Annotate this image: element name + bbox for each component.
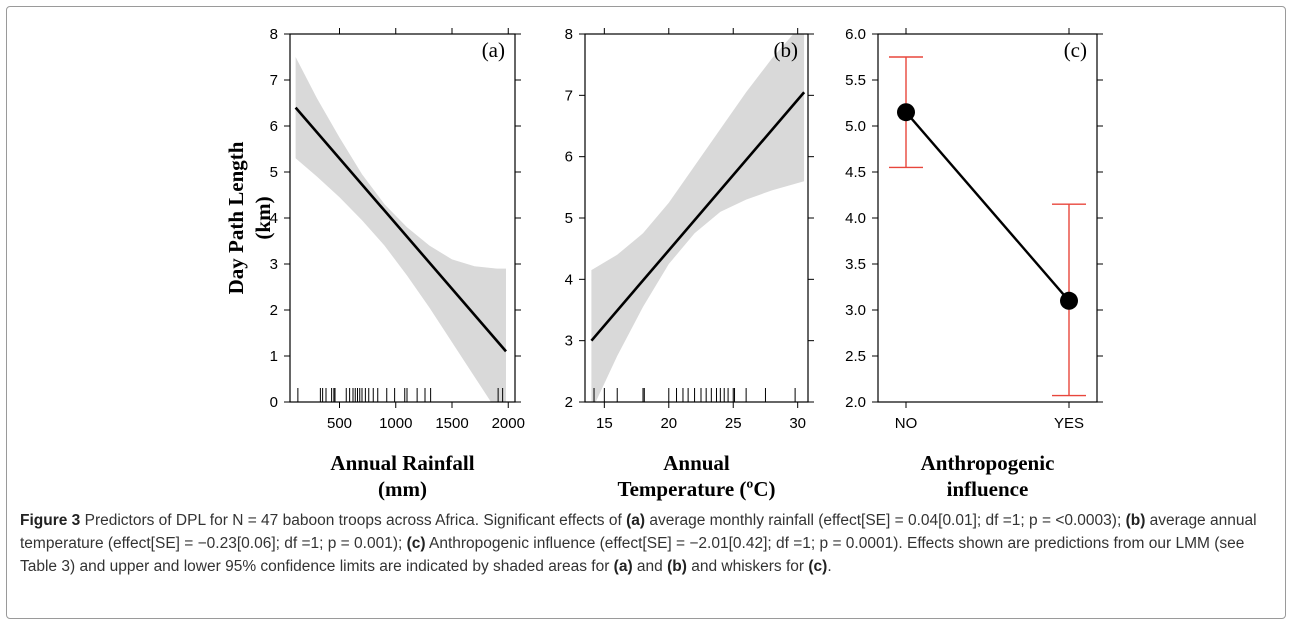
plot-frame (877, 33, 1098, 403)
caption-ref-a: (a) (613, 558, 633, 575)
y-tick-label: 2.0 (845, 394, 866, 411)
y-tick-label: 2 (270, 302, 278, 319)
x-tick-label: 1500 (435, 415, 468, 432)
panel-label: (a) (482, 38, 505, 62)
y-tick-label: 8 (270, 26, 278, 43)
caption-ref-c: (c) (406, 535, 426, 552)
x-axis-label-line1: Anthropogenic (921, 451, 1055, 475)
x-tick-label: 15 (596, 415, 613, 432)
y-tick-label: 5 (270, 164, 278, 181)
x-tick-label: YES (1054, 415, 1084, 432)
y-tick-label: 1 (270, 348, 278, 365)
y-tick-label: 2 (565, 394, 573, 411)
x-axis-label-line2: influence (947, 477, 1029, 501)
caption-text: Anthropogenic influence (effect[SE] = −2… (20, 535, 1245, 575)
data-point (1060, 291, 1078, 310)
figure-caption: Figure 3 Predictors of DPL for N = 47 ba… (20, 509, 1270, 578)
caption-text: and (632, 558, 668, 575)
plot-area (294, 57, 507, 402)
x-tick-label: 500 (327, 415, 352, 432)
x-tick-label: 30 (789, 415, 806, 432)
caption-ref-b: (b) (667, 558, 687, 575)
panels: 0 1 2 3 4 5 6 7 8 500 1000 1500 2000 (a) Annual Rainfa… (270, 26, 1103, 501)
y-axis-label-line1: Day Path Length (224, 141, 248, 294)
y-tick-label: 3 (270, 256, 278, 273)
caption-figure-label: Figure 3 (20, 512, 81, 529)
x-tick-label: 20 (660, 415, 677, 432)
y-tick-label: 4 (270, 210, 278, 227)
caption-text: . (827, 558, 832, 575)
panel-label: (b) (774, 38, 799, 62)
caption-text: Predictors of DPL for N = 47 baboon troo… (80, 512, 627, 529)
y-tick-label: 7 (270, 72, 278, 89)
y-tick-label: 5.5 (845, 72, 866, 89)
caption-text: average annual temperature (effect[SE] =… (20, 512, 1257, 552)
y-tick-label: 6 (270, 118, 278, 135)
caption-text: average monthly rainfall (effect[SE] = 0… (645, 512, 1126, 529)
y-tick-label: 8 (565, 26, 573, 43)
x-axis-label-line2: Temperature (ºC) (618, 477, 776, 501)
fit-line (294, 106, 507, 353)
figure-frame (6, 6, 1286, 619)
panel-label: (c) (1064, 38, 1087, 62)
plot-area (590, 34, 806, 402)
y-tick-label: 3.5 (845, 256, 866, 273)
x-tick-label: 1000 (379, 415, 412, 432)
y-tick-label: 2.5 (845, 348, 866, 365)
x-tick-label: 25 (725, 415, 742, 432)
y-tick-label: 3 (565, 333, 573, 350)
x-axis-label-line2: (mm) (378, 477, 427, 501)
plot-area (905, 111, 1070, 302)
y-tick-label: 6.0 (845, 26, 866, 43)
confidence-band (295, 57, 506, 402)
y-tick-label: 5.0 (845, 118, 866, 135)
y-tick-label: 6 (565, 149, 573, 166)
y-tick-label: 0 (270, 394, 278, 411)
y-axis-label-line2: (km) (251, 196, 275, 239)
effect-line (905, 111, 1070, 302)
x-tick-label: NO (895, 415, 918, 432)
y-tick-label: 3.0 (845, 302, 866, 319)
y-tick-label: 4.5 (845, 164, 866, 181)
x-axis-label-line1: Annual (663, 451, 730, 475)
y-tick-label: 4 (565, 271, 573, 288)
panel-c: 2.0 2.5 3.0 3.5 4.0 4.5 5.0 5.5 6.0 NO YES (c) Anthr… (845, 26, 1103, 501)
data-point (897, 103, 915, 122)
y-tick-label: 5 (565, 210, 573, 227)
y-tick-label: 4.0 (845, 210, 866, 227)
x-axis-label-line1: Annual Rainfall (330, 451, 474, 475)
caption-ref-b: (b) (1125, 512, 1146, 529)
caption-text: and whiskers for (686, 558, 809, 575)
fit-line (590, 91, 806, 342)
caption-ref-a: (a) (626, 512, 646, 529)
caption-ref-c: (c) (808, 558, 828, 575)
y-tick-label: 7 (565, 87, 573, 104)
x-tick-label: 2000 (492, 415, 525, 432)
panel-a: 0 1 2 3 4 5 6 7 8 500 1000 1500 2000 (a) Annual Rainfa… (270, 26, 525, 501)
